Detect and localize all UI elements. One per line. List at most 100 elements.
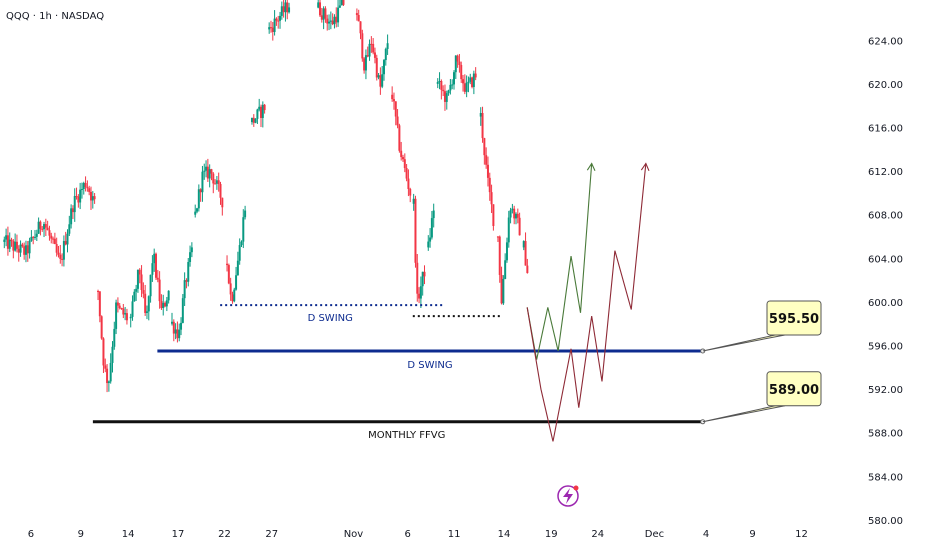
x-tick-label: 6 bbox=[404, 529, 410, 540]
candle-body bbox=[104, 365, 107, 369]
candle-body bbox=[458, 61, 461, 65]
candle-body bbox=[368, 43, 371, 57]
candle-body bbox=[418, 293, 421, 299]
candle-body bbox=[407, 178, 410, 189]
x-tick-label: 12 bbox=[795, 529, 808, 540]
candle-body bbox=[125, 313, 128, 321]
candle-body bbox=[32, 236, 35, 238]
x-tick-label: 14 bbox=[122, 529, 135, 540]
candle-body bbox=[483, 138, 486, 156]
candle-body bbox=[279, 15, 282, 21]
lightning-icon[interactable] bbox=[557, 485, 579, 507]
candle-body bbox=[513, 208, 516, 219]
candle-body bbox=[111, 346, 114, 363]
candle-body bbox=[46, 227, 49, 231]
candle-body bbox=[465, 82, 468, 92]
candle-body bbox=[498, 236, 501, 275]
candle-body bbox=[427, 241, 430, 248]
candle-body bbox=[185, 280, 188, 282]
candle-body bbox=[256, 109, 259, 119]
candle-body bbox=[187, 262, 190, 282]
candle-body bbox=[250, 117, 253, 123]
candle-body bbox=[176, 329, 179, 339]
candle-body bbox=[91, 196, 94, 201]
candle-body bbox=[277, 20, 280, 22]
arrow-head bbox=[586, 162, 596, 171]
candle-body bbox=[322, 8, 325, 20]
candle-body bbox=[14, 241, 17, 251]
candle-body bbox=[52, 238, 55, 240]
candle-body bbox=[268, 27, 271, 30]
y-tick-label: 612.00 bbox=[868, 167, 903, 178]
candle-body bbox=[443, 91, 446, 102]
candle-body bbox=[43, 224, 46, 230]
candle-body bbox=[486, 164, 489, 178]
candle-body bbox=[479, 113, 482, 117]
candle-body bbox=[244, 210, 247, 218]
candle-body bbox=[172, 321, 175, 334]
candle-body bbox=[496, 236, 499, 238]
candle-body bbox=[405, 168, 408, 179]
candle-body bbox=[492, 204, 495, 226]
candle-body bbox=[24, 245, 27, 255]
candle-body bbox=[212, 173, 215, 184]
candle-body bbox=[485, 155, 488, 165]
candle-body bbox=[392, 99, 395, 102]
candle-body bbox=[129, 316, 132, 319]
candle-body bbox=[449, 84, 452, 91]
candle-body bbox=[217, 180, 220, 185]
candle-body bbox=[115, 302, 118, 329]
candle-body bbox=[335, 16, 338, 23]
y-tick-label: 604.00 bbox=[868, 254, 903, 265]
candle-body bbox=[522, 241, 525, 248]
price-callout bbox=[766, 371, 822, 407]
candle-body bbox=[242, 217, 245, 242]
x-tick-label: 22 bbox=[218, 529, 231, 540]
candle-body bbox=[320, 15, 323, 20]
y-tick-label: 580.00 bbox=[868, 516, 903, 527]
candle-body bbox=[215, 180, 218, 184]
candle-body bbox=[286, 2, 289, 13]
candle-body bbox=[400, 150, 403, 158]
candle-body bbox=[381, 74, 384, 87]
candle-body bbox=[15, 241, 18, 249]
candle-body bbox=[48, 230, 51, 236]
lightning-bolt-icon bbox=[563, 488, 573, 504]
x-tick-label: 24 bbox=[591, 529, 604, 540]
candle-body bbox=[165, 300, 168, 307]
candle-body bbox=[333, 16, 336, 25]
callout-pointer bbox=[702, 334, 786, 352]
candle-body bbox=[462, 79, 465, 84]
candle-body bbox=[471, 77, 474, 88]
candle-body bbox=[375, 57, 378, 78]
candle-body bbox=[504, 260, 507, 279]
candle-body bbox=[331, 20, 334, 25]
candle-body bbox=[231, 294, 234, 302]
candle-body bbox=[447, 90, 450, 94]
candle-body bbox=[342, 0, 345, 5]
candle-body bbox=[409, 188, 412, 196]
candle-body bbox=[363, 58, 366, 71]
y-tick-label: 596.00 bbox=[868, 342, 903, 353]
candle-body bbox=[162, 302, 165, 308]
candle-body bbox=[208, 169, 211, 179]
candle-body bbox=[140, 274, 143, 291]
x-tick-label: 4 bbox=[703, 529, 709, 540]
candle-body bbox=[516, 213, 519, 218]
candle-body bbox=[171, 321, 173, 324]
candle-body bbox=[359, 21, 362, 34]
y-tick-label: 600.00 bbox=[868, 298, 903, 309]
candle-body bbox=[89, 191, 92, 201]
candle-body bbox=[509, 210, 512, 218]
candle-body bbox=[472, 73, 475, 88]
candle-body bbox=[460, 64, 463, 80]
candle-body bbox=[252, 117, 255, 123]
candle-body bbox=[386, 43, 389, 49]
candle-body bbox=[526, 265, 529, 274]
x-tick-label: 6 bbox=[28, 529, 34, 540]
candle-body bbox=[226, 263, 229, 266]
candle-body bbox=[167, 290, 170, 301]
candle-body bbox=[98, 291, 101, 317]
